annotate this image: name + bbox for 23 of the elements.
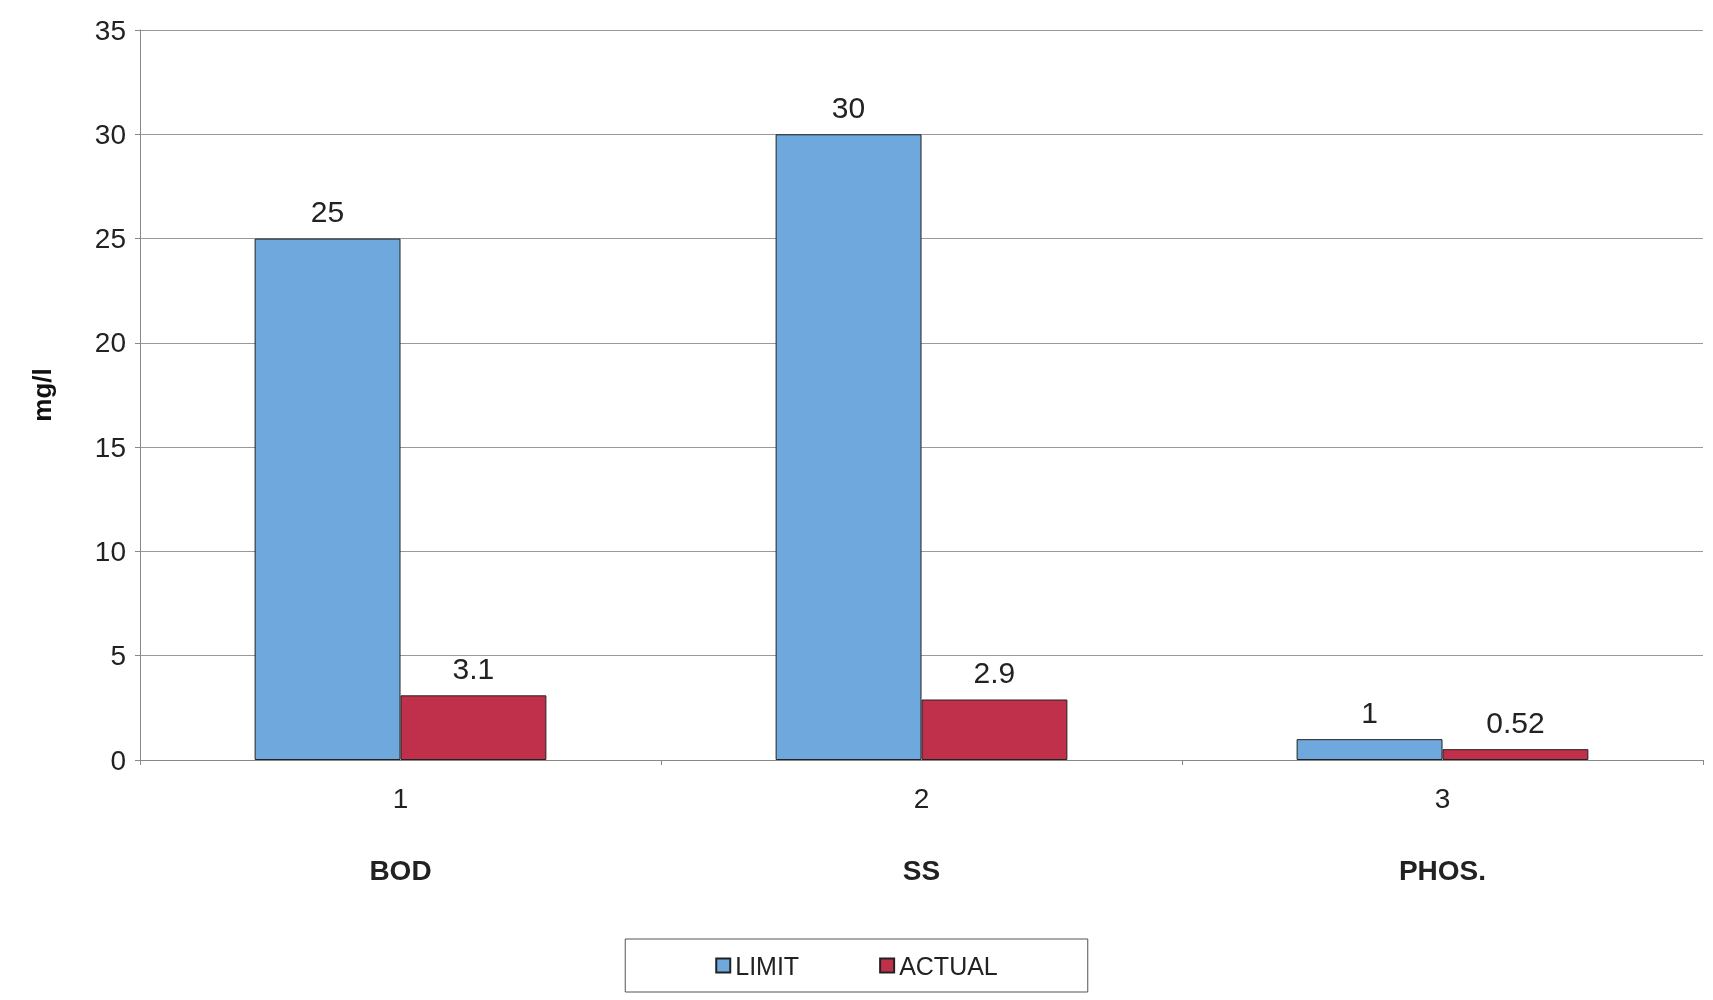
y-tick-label: 0: [110, 744, 126, 776]
y-tick-label: 10: [94, 535, 126, 567]
y-tick-label: 35: [94, 14, 126, 46]
legend-label: LIMIT: [735, 951, 800, 980]
text: PHOS.: [1398, 854, 1487, 886]
data-label: 1: [1361, 695, 1378, 729]
y-tick-label: 30: [94, 118, 126, 150]
data-label: 30: [831, 90, 866, 124]
y-tick-label: 25: [94, 223, 126, 255]
y-axis-title: mg/l: [27, 368, 57, 422]
y-tick-label: 15: [94, 431, 126, 463]
text: SS: [902, 854, 941, 886]
x-tick-label: 1: [392, 782, 409, 814]
data-label: 25: [310, 195, 345, 229]
x-tick-label: 2: [913, 782, 930, 814]
legend-label: ACTUAL: [899, 951, 998, 980]
data-label: 2.9: [973, 656, 1016, 690]
y-tick-label: 5: [110, 640, 126, 672]
x-tick-label: 3: [1434, 782, 1451, 814]
data-label: 3.1: [452, 651, 495, 685]
y-tick-label: 20: [94, 327, 126, 359]
text: BOD: [369, 854, 432, 886]
data-label: 0.52: [1486, 705, 1545, 739]
